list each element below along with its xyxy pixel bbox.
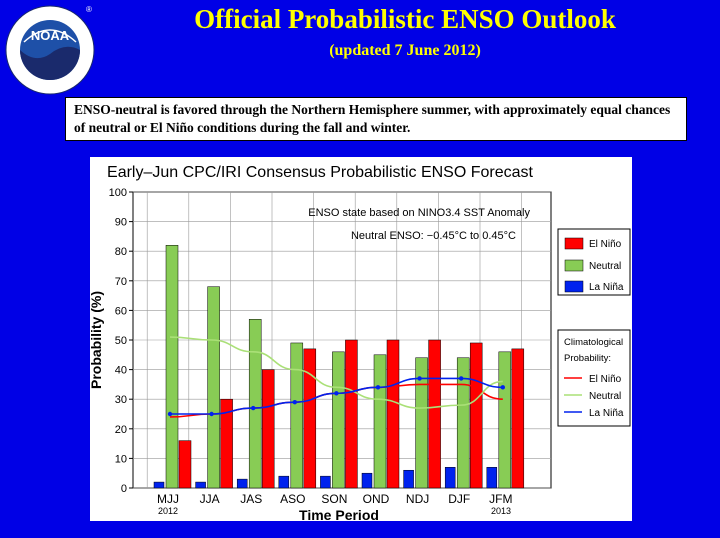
x-tick-label-jfm: JFM bbox=[489, 492, 512, 506]
bar-la-nina-aso bbox=[278, 475, 290, 489]
bar-el-nino-jja bbox=[220, 398, 233, 489]
bar-el-nino-mjj bbox=[178, 440, 192, 489]
bar-neutral-jas bbox=[248, 319, 262, 489]
x-tick-label-ond: OND bbox=[363, 492, 390, 506]
x-tick-label-djf: DJF bbox=[448, 492, 470, 506]
bar-el-nino-ndj bbox=[428, 339, 441, 489]
x-tick-label-aso: ASO bbox=[280, 492, 305, 506]
bar-neutral-jja bbox=[207, 286, 220, 489]
svg-text:®: ® bbox=[86, 5, 92, 14]
clim-point-la-nina-ndj bbox=[417, 376, 422, 381]
x-tick-label-ndj: NDJ bbox=[406, 492, 429, 506]
annotation-enso-state: ENSO state based on NINO3.4 SST Anomaly bbox=[308, 207, 530, 219]
bar-la-nina-ond bbox=[361, 472, 373, 489]
x-tick-label-jja: JJA bbox=[200, 492, 220, 506]
bar-neutral-son bbox=[332, 351, 345, 489]
y-tick-label: 80 bbox=[115, 246, 127, 258]
y-tick-label: 60 bbox=[115, 305, 127, 317]
y-tick-label: 0 bbox=[121, 483, 127, 495]
bar-la-nina-jas bbox=[236, 478, 248, 489]
bar-neutral-ond bbox=[373, 354, 387, 489]
y-tick-label: 10 bbox=[115, 453, 127, 465]
legend-swatch-el-nino bbox=[564, 237, 584, 250]
bar-el-nino-jfm bbox=[511, 348, 525, 489]
clim-point-la-nina-aso bbox=[292, 399, 297, 405]
svg-text:NOAA: NOAA bbox=[31, 28, 70, 43]
clim-point-la-nina-jfm bbox=[500, 385, 505, 390]
clim-point-la-nina-mjj bbox=[167, 411, 173, 417]
clim-legend-label-la-nina: La Niña bbox=[589, 408, 624, 419]
climatology-legend: Climatological Probability: El Niño Neut… bbox=[557, 329, 631, 427]
year-label-start: 2012 bbox=[158, 506, 178, 516]
x-tick-label-son: SON bbox=[321, 492, 347, 506]
year-label-end: 2013 bbox=[491, 506, 511, 516]
clim-legend-label-neutral: Neutral bbox=[589, 391, 621, 402]
page-title: Official Probabilistic ENSO Outlook bbox=[194, 4, 616, 34]
x-tick-label-mjj: MJJ bbox=[157, 492, 179, 506]
clim-legend-title-1: Climatological bbox=[564, 337, 623, 348]
page-subtitle: (updated 7 June 2012) bbox=[329, 42, 481, 59]
y-tick-label: 30 bbox=[115, 394, 127, 406]
bar-neutral-aso bbox=[290, 342, 304, 489]
noaa-logo: NOAA ® bbox=[5, 5, 95, 95]
y-tick-label: 90 bbox=[115, 217, 127, 229]
enso-forecast-chart: Early–Jun CPC/IRI Consensus Probabilisti… bbox=[90, 164, 631, 521]
clim-legend-title-2: Probability: bbox=[564, 353, 611, 364]
bar-neutral-djf bbox=[456, 357, 470, 489]
bar-neutral-ndj bbox=[415, 357, 428, 489]
clim-point-la-nina-son bbox=[334, 391, 339, 396]
x-axis-ticks: MJJ JJA JAS ASO SON OND NDJ DJF JFM bbox=[157, 492, 512, 506]
forecast-legend: El Niño Neutral La Niña bbox=[557, 228, 631, 296]
legend-label-neutral: Neutral bbox=[589, 261, 621, 272]
bar-la-nina-ndj bbox=[403, 469, 414, 489]
y-tick-label: 100 bbox=[109, 187, 127, 199]
y-tick-label: 70 bbox=[115, 276, 127, 288]
bar-neutral-mjj bbox=[165, 245, 179, 489]
legend-label-la-nina: La Niña bbox=[589, 282, 624, 293]
bar-el-nino-son bbox=[345, 339, 358, 489]
y-tick-label: 50 bbox=[115, 335, 127, 347]
clim-line-neutral bbox=[169, 336, 503, 409]
bar-la-nina-jfm bbox=[486, 467, 498, 489]
bar-el-nino-jas bbox=[261, 369, 275, 489]
annotation-neutral-range: Neutral ENSO: −0.45°C to 0.45°C bbox=[351, 230, 516, 242]
outlook-summary: ENSO-neutral is favored through the Nort… bbox=[65, 97, 687, 141]
clim-point-la-nina-jas bbox=[251, 405, 256, 411]
bar-neutral-jfm bbox=[498, 351, 512, 489]
bar-la-nina-mjj bbox=[153, 481, 165, 489]
clim-legend-label-el-nino: El Niño bbox=[589, 374, 622, 385]
clim-point-la-nina-jja bbox=[209, 411, 214, 417]
x-tick-label-jas: JAS bbox=[240, 492, 262, 506]
climatology-lines bbox=[167, 336, 505, 418]
y-axis-ticks: 0 10 20 30 40 50 60 70 80 90 100 bbox=[109, 187, 133, 495]
legend-label-el-nino: El Niño bbox=[589, 239, 622, 250]
bar-la-nina-jja bbox=[195, 481, 206, 489]
bar-la-nina-djf bbox=[444, 467, 456, 489]
x-axis-label: Time Period bbox=[299, 507, 379, 521]
legend-swatch-la-nina bbox=[564, 280, 584, 293]
bar-el-nino-ond bbox=[386, 339, 400, 489]
bar-la-nina-son bbox=[320, 475, 331, 489]
y-tick-label: 20 bbox=[115, 424, 127, 436]
y-tick-label: 40 bbox=[115, 365, 127, 377]
y-axis-label: Probability (%) bbox=[90, 291, 104, 389]
legend-swatch-neutral bbox=[564, 259, 584, 272]
chart-title: Early–Jun CPC/IRI Consensus Probabilisti… bbox=[107, 164, 533, 181]
clim-point-la-nina-ond bbox=[375, 385, 381, 390]
bar-el-nino-aso bbox=[303, 348, 317, 489]
bar-el-nino-djf bbox=[469, 342, 483, 489]
clim-point-la-nina-djf bbox=[459, 376, 464, 381]
